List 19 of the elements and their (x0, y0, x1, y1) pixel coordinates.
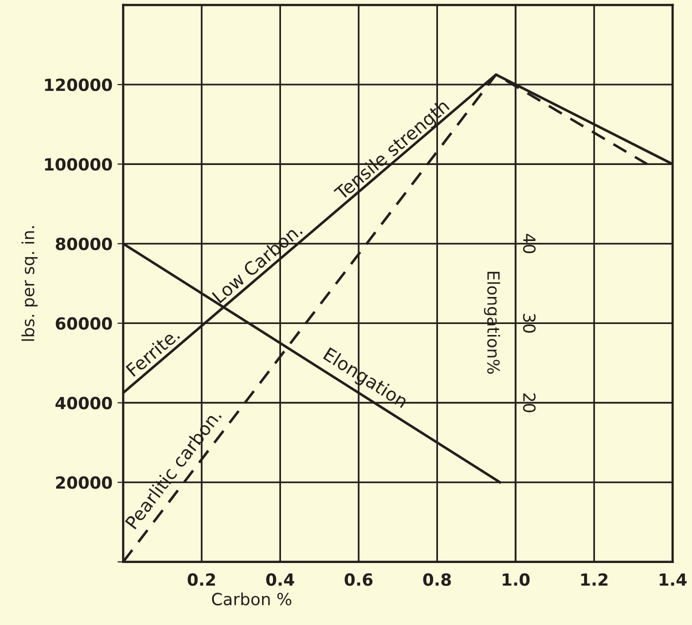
y2-axis-title: Elongation% (484, 272, 500, 374)
y-tick-label: 120000 (45, 78, 112, 92)
y-tick-label: 80000 (56, 238, 112, 250)
x-tick-label: 1.0 (502, 573, 530, 586)
y-tick-label: 100000 (45, 158, 112, 171)
x-tick-label: 0.6 (344, 573, 373, 586)
x-tick-label: 1.4 (660, 574, 687, 586)
y2-tick-label: 30 (523, 314, 536, 333)
x-tick-label: 1.2 (581, 573, 608, 586)
y-axis-title: lbs. per sq. in. (21, 226, 38, 341)
y-tick-label: 40000 (56, 396, 112, 410)
y-tick-label: 20000 (56, 476, 112, 489)
x-tick-label: 0.4 (266, 573, 294, 586)
x-tick-label: 0.2 (188, 573, 215, 586)
y-tick-label: 60000 (56, 317, 112, 330)
y2-tick-label: 40 (523, 234, 536, 254)
x-axis-title: Carbon % (212, 592, 292, 606)
x-tick-label: 0.8 (423, 573, 451, 586)
y2-tick-label: 20 (523, 393, 536, 412)
